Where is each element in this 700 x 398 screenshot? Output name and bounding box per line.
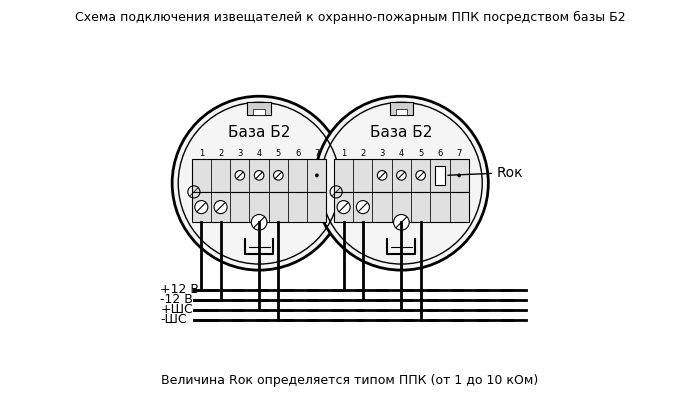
Bar [395,109,407,115]
Text: 3: 3 [379,149,385,158]
Text: 2: 2 [360,149,365,158]
Text: 7: 7 [456,149,462,158]
Circle shape [377,171,387,180]
Text: Схема подключения извещателей к охранно-пожарным ППК посредством базы Б2: Схема подключения извещателей к охранно-… [75,11,625,24]
Bar [247,102,271,115]
Text: +ШС: +ШС [160,303,193,316]
Bar [435,166,445,185]
Circle shape [315,174,318,177]
Bar [253,109,265,115]
Text: 5: 5 [276,149,281,158]
Text: 2: 2 [218,149,223,158]
Text: 5: 5 [418,149,424,158]
Circle shape [214,201,227,214]
Circle shape [172,96,346,270]
Text: База Б2: База Б2 [370,125,433,140]
Circle shape [235,171,244,180]
Circle shape [457,174,461,177]
Text: Rок: Rок [496,166,523,180]
Text: 3: 3 [237,149,242,158]
Text: База Б2: База Б2 [228,125,290,140]
Bar [334,192,469,222]
Text: -12 В: -12 В [160,293,193,306]
Circle shape [356,201,370,214]
Circle shape [274,171,283,180]
Circle shape [393,215,410,230]
Bar [390,102,413,115]
Circle shape [314,96,489,270]
Circle shape [254,171,264,180]
Circle shape [195,201,208,214]
Bar [192,159,326,192]
Bar [192,192,326,222]
Circle shape [416,171,426,180]
Text: Величина Rок определяется типом ППК (от 1 до 10 кОм): Величина Rок определяется типом ППК (от … [162,374,538,387]
Text: 6: 6 [295,149,300,158]
Text: 1: 1 [341,149,346,158]
Text: +12 В: +12 В [160,283,200,297]
Circle shape [251,215,267,230]
Text: 7: 7 [314,149,319,158]
Text: -ШС: -ШС [160,313,187,326]
Text: 4: 4 [256,149,262,158]
Text: 4: 4 [399,149,404,158]
Text: 1: 1 [199,149,204,158]
Circle shape [397,171,406,180]
Text: 6: 6 [438,149,442,158]
Circle shape [337,201,350,214]
Bar [334,159,469,192]
